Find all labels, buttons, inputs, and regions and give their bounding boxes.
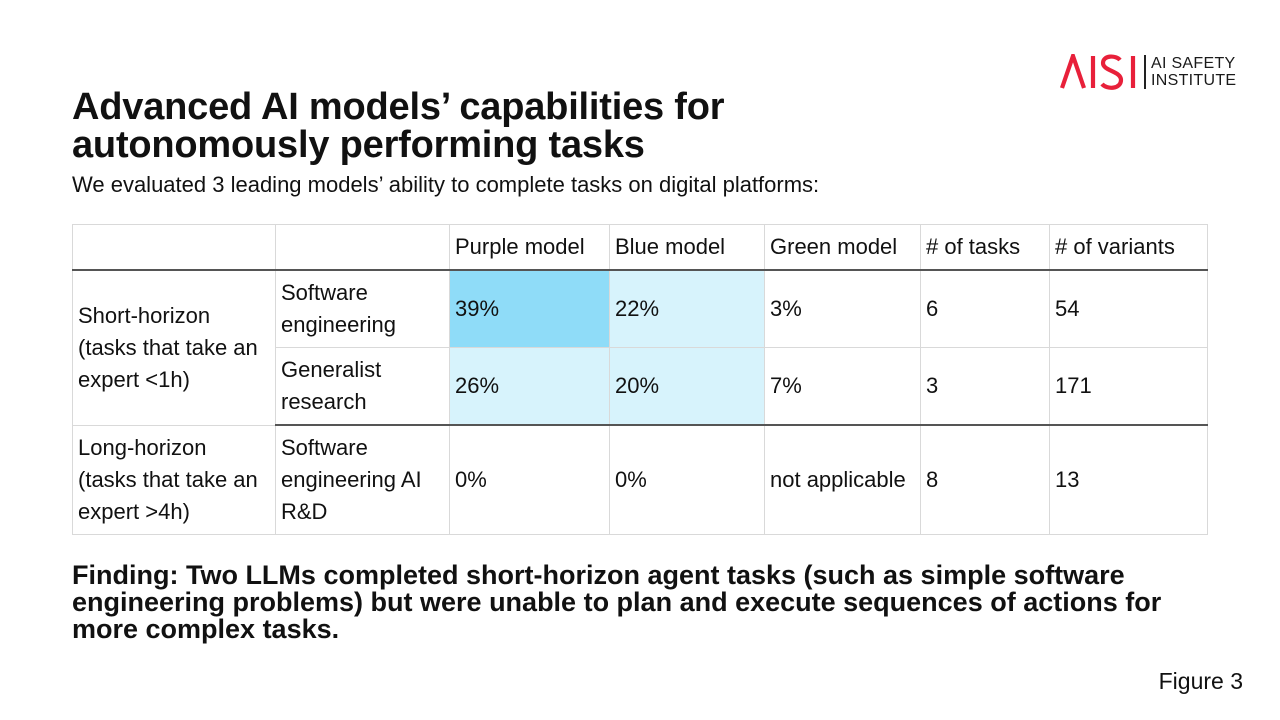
purple-value-cell: 39% xyxy=(449,269,610,348)
purple-value-cell: 0% xyxy=(449,424,610,535)
logo-divider xyxy=(1144,55,1146,89)
header-purple-model: Purple model xyxy=(449,224,610,271)
category-cell: Software engineering AI R&D xyxy=(275,424,450,535)
header-empty-2 xyxy=(275,224,450,271)
header-blue-model: Blue model xyxy=(609,224,765,271)
finding-text: Finding: Two LLMs completed short-horizo… xyxy=(72,560,1162,644)
page-title-line-2: autonomously performing tasks xyxy=(72,124,645,166)
blue-value-cell: 22% xyxy=(609,269,765,348)
purple-value-cell: 26% xyxy=(449,347,610,426)
green-value-cell: 7% xyxy=(764,347,921,426)
tasks-value-cell: 8 xyxy=(920,424,1050,535)
header-empty-1 xyxy=(72,224,276,271)
page-title: Advanced AI models’ capabilities for aut… xyxy=(72,86,725,166)
page-title-line-1: Advanced AI models’ capabilities for xyxy=(72,86,725,128)
table-row: Long-horizon (tasks that take an expert … xyxy=(72,424,1208,535)
variants-value-cell: 171 xyxy=(1049,347,1208,426)
logo-line-1: AI SAFETY xyxy=(1151,55,1236,72)
header-green-model: Green model xyxy=(764,224,921,271)
header-num-variants: # of variants xyxy=(1049,224,1208,271)
green-value-cell: not applicable xyxy=(764,424,921,535)
logo-wordmark: AI SAFETY INSTITUTE xyxy=(1151,55,1236,89)
figure-label: Figure 3 xyxy=(1158,668,1243,694)
blue-value-cell: 0% xyxy=(609,424,765,535)
header-num-tasks: # of tasks xyxy=(920,224,1050,271)
results-table: Purple model Blue model Green model # of… xyxy=(72,224,1208,535)
tasks-value-cell: 6 xyxy=(920,269,1050,348)
green-value-cell: 3% xyxy=(764,269,921,348)
table-row: Short-horizon (tasks that take an expert… xyxy=(72,269,1208,426)
table-row: Generalist research 26% 20% 7% 3 171 xyxy=(73,347,1208,426)
group-label-short-horizon: Short-horizon (tasks that take an expert… xyxy=(72,269,276,426)
variants-value-cell: 54 xyxy=(1049,269,1208,348)
logo-line-2: INSTITUTE xyxy=(1151,72,1237,89)
blue-value-cell: 20% xyxy=(609,347,765,426)
table-header-row: Purple model Blue model Green model # of… xyxy=(72,224,1208,271)
tasks-value-cell: 3 xyxy=(920,347,1050,426)
page-subtitle: We evaluated 3 leading models’ ability t… xyxy=(72,172,820,197)
group-label-long-horizon: Long-horizon (tasks that take an expert … xyxy=(72,424,276,535)
aisi-logo: AI SAFETY INSTITUTE xyxy=(1060,52,1236,92)
category-cell: Software engineering xyxy=(275,269,450,348)
category-cell: Generalist research xyxy=(275,347,450,426)
aisi-logo-mark xyxy=(1060,54,1136,90)
variants-value-cell: 13 xyxy=(1049,424,1208,535)
